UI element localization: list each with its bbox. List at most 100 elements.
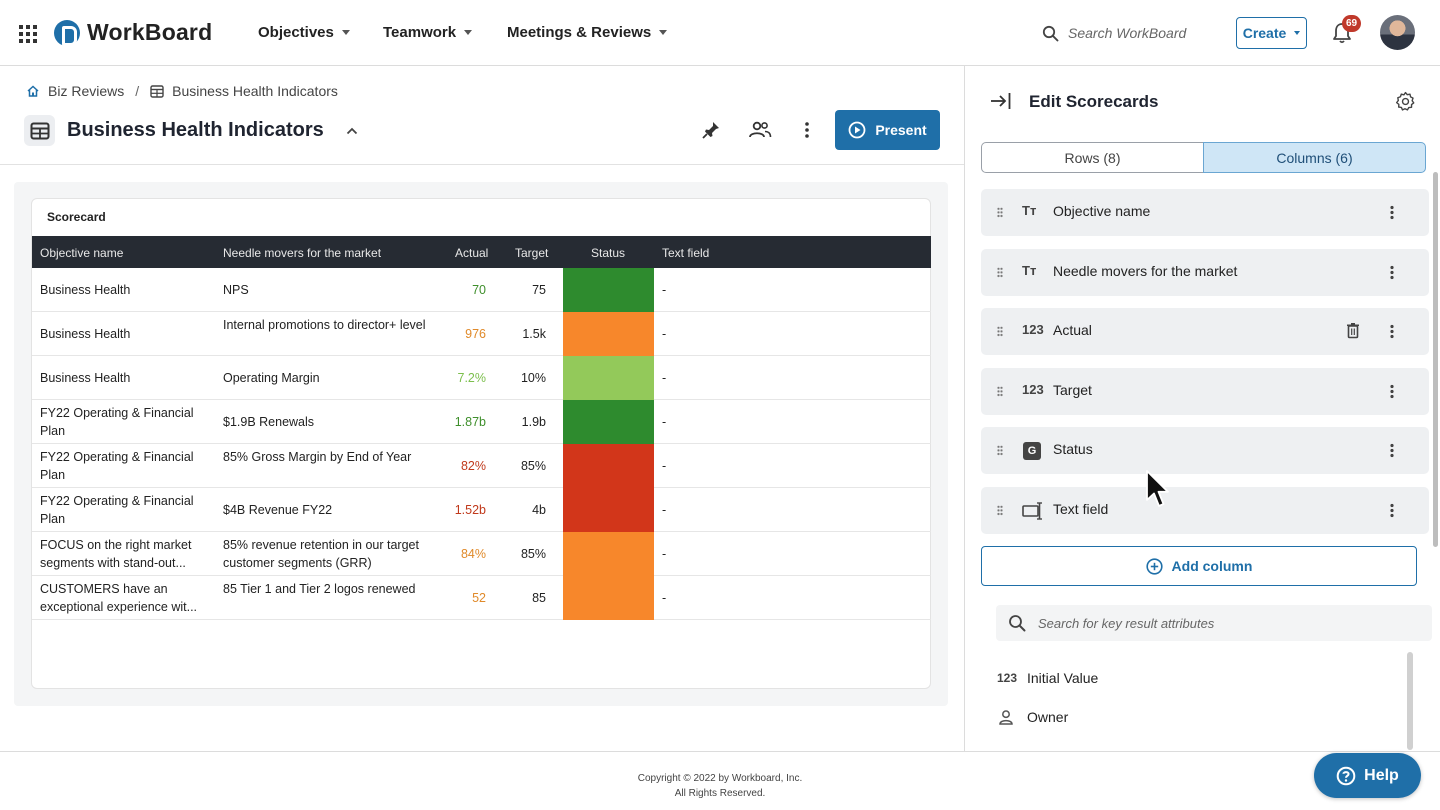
objective-name-cell: CUSTOMERS have an exceptional experience…: [40, 582, 198, 614]
column-header[interactable]: Status: [591, 246, 626, 260]
actual-value-cell: 1.52b: [454, 503, 486, 517]
global-search-placeholder: Search WorkBoard: [1068, 25, 1187, 41]
drag-handle-icon[interactable]: [997, 505, 1003, 516]
target-value-cell: 10%: [520, 371, 546, 385]
status-cell[interactable]: [563, 312, 654, 356]
scorecard-label: Scorecard: [47, 210, 106, 224]
status-cell[interactable]: [563, 532, 654, 576]
nav-objectives[interactable]: Objectives: [258, 24, 350, 41]
text-field-cell: -: [662, 371, 667, 385]
more-vertical-icon[interactable]: [1390, 324, 1394, 339]
add-column-button[interactable]: Add column: [981, 546, 1417, 586]
column-item-label: Objective name: [1053, 203, 1151, 219]
chevron-down-icon: [1294, 31, 1301, 35]
app-grid-icon[interactable]: [19, 25, 37, 43]
number-type-icon: 123: [1022, 382, 1044, 397]
chevron-down-icon: [341, 30, 350, 35]
status-cell[interactable]: [563, 444, 654, 488]
copyright-text: Copyright © 2022 by Workboard, Inc.: [637, 773, 803, 784]
attribute-item-owner[interactable]: Owner: [997, 709, 1068, 725]
people-icon[interactable]: [748, 121, 772, 138]
global-search[interactable]: Search WorkBoard: [1042, 20, 1227, 46]
objective-name-cell: Business Health: [40, 371, 131, 385]
column-header[interactable]: Objective name: [40, 246, 124, 260]
column-header[interactable]: Target: [515, 246, 549, 260]
column-header[interactable]: Actual: [455, 246, 489, 260]
needle-mover-cell: Internal promotions to director+ level: [223, 318, 426, 332]
more-vertical-icon[interactable]: [1390, 265, 1394, 280]
status-cell[interactable]: [563, 488, 654, 532]
column-header[interactable]: Text field: [662, 246, 710, 260]
column-item-label: Needle movers for the market: [1053, 263, 1238, 279]
needle-mover-cell: Operating Margin: [223, 371, 320, 385]
table-row[interactable]: [32, 400, 931, 444]
drag-handle-icon[interactable]: [997, 386, 1003, 397]
user-avatar[interactable]: [1380, 15, 1415, 50]
table-row[interactable]: [32, 576, 931, 620]
column-item-objective-name[interactable]: Tт Objective name: [981, 189, 1429, 236]
needle-mover-cell: $4B Revenue FY22: [223, 503, 333, 517]
status-cell[interactable]: [563, 268, 654, 312]
drag-handle-icon[interactable]: [997, 207, 1003, 218]
column-item-target[interactable]: 123 Target: [981, 368, 1429, 415]
nav-meetings-reviews[interactable]: Meetings & Reviews: [507, 24, 668, 41]
column-item-needle-movers[interactable]: Tт Needle movers for the market: [981, 249, 1429, 296]
tab-columns[interactable]: Columns (6): [1203, 142, 1426, 173]
column-header[interactable]: Needle movers for the market: [223, 246, 382, 260]
tab-rows[interactable]: Rows (8): [981, 142, 1203, 173]
table-row[interactable]: [32, 488, 931, 532]
attribute-item-initial-value[interactable]: 123 Initial Value: [997, 670, 1098, 686]
play-circle-icon: [848, 121, 866, 139]
attribute-label: Initial Value: [1027, 670, 1099, 686]
column-item-text-field[interactable]: Text field: [981, 487, 1429, 534]
chevron-down-icon: [464, 30, 473, 35]
table-icon: [150, 84, 164, 98]
attribute-search-input[interactable]: Search for key result attributes: [996, 605, 1432, 641]
search-icon: [1009, 615, 1026, 632]
needle-mover-cell: NPS: [223, 283, 249, 297]
table-row[interactable]: [32, 268, 931, 312]
create-button[interactable]: Create: [1236, 17, 1307, 49]
present-button[interactable]: Present: [835, 110, 940, 150]
column-item-actual[interactable]: 123 Actual: [981, 308, 1429, 355]
table-row[interactable]: [32, 356, 931, 400]
chevron-up-icon[interactable]: [346, 127, 358, 135]
footer: Copyright © 2022 by Workboard, Inc. All …: [0, 751, 1440, 810]
pin-icon[interactable]: [700, 120, 722, 140]
column-item-status[interactable]: G Status: [981, 427, 1429, 474]
attributes-scrollbar[interactable]: [1407, 652, 1413, 750]
status-type-icon: G: [1023, 442, 1041, 460]
workboard-logo[interactable]: WorkBoard: [54, 19, 212, 46]
more-vertical-icon[interactable]: [1390, 443, 1394, 458]
person-icon: [999, 709, 1013, 725]
top-navbar: WorkBoard Objectives Teamwork Meetings &…: [0, 0, 1440, 66]
status-cell[interactable]: [563, 400, 654, 444]
gear-icon[interactable]: [1395, 91, 1416, 112]
more-vertical-icon[interactable]: [1390, 384, 1394, 399]
breadcrumb-biz-reviews[interactable]: Biz Reviews: [48, 83, 125, 99]
status-cell[interactable]: [563, 576, 654, 620]
text-field-cell: -: [662, 459, 667, 473]
status-cell[interactable]: [563, 356, 654, 400]
page-header: Business Health Indicators: [24, 115, 358, 146]
drag-handle-icon[interactable]: [997, 267, 1003, 278]
home-icon: [27, 85, 39, 97]
collapse-panel-icon[interactable]: [990, 91, 1012, 111]
nav-teamwork[interactable]: Teamwork: [383, 24, 473, 41]
table-row[interactable]: [32, 444, 931, 488]
actual-value-cell: 1.87b: [454, 415, 486, 429]
trash-icon[interactable]: [1346, 322, 1360, 339]
drag-handle-icon[interactable]: [997, 445, 1003, 456]
more-vertical-icon[interactable]: [797, 120, 817, 140]
breadcrumb-current[interactable]: Business Health Indicators: [172, 83, 338, 99]
table-row[interactable]: [32, 312, 931, 356]
table-row[interactable]: [32, 532, 931, 576]
panel-scrollbar[interactable]: [1433, 172, 1438, 547]
objective-name-cell: FY22 Operating & Financial Plan: [40, 450, 194, 482]
needle-mover-cell: 85 Tier 1 and Tier 2 logos renewed: [223, 582, 416, 596]
more-vertical-icon[interactable]: [1390, 503, 1394, 518]
more-vertical-icon[interactable]: [1390, 205, 1394, 220]
drag-handle-icon[interactable]: [997, 326, 1003, 337]
panel-tabs: Rows (8) Columns (6): [981, 142, 1426, 173]
help-button[interactable]: Help: [1314, 753, 1421, 798]
